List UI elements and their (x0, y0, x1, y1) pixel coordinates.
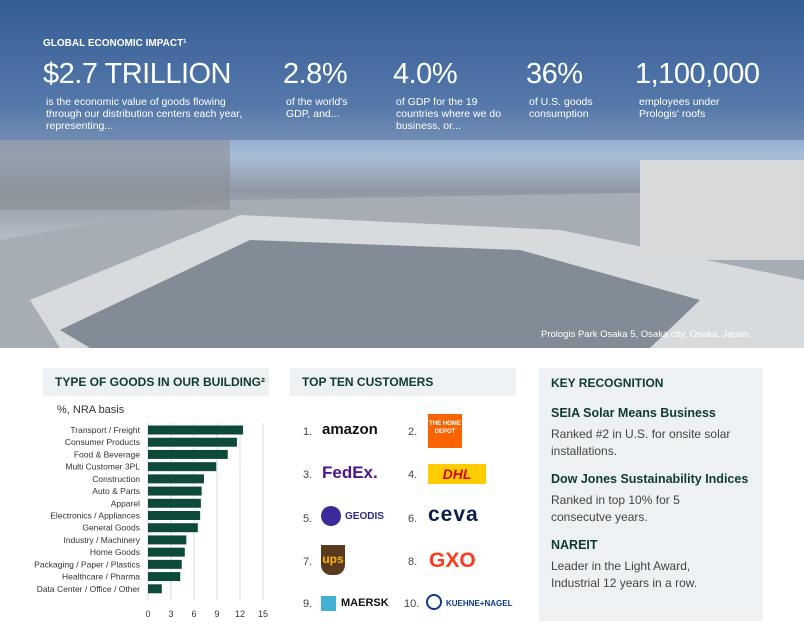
rank: 1. (303, 426, 313, 438)
bar (148, 511, 201, 520)
x-tick-label: 9 (214, 609, 219, 619)
photo-illustration (0, 0, 804, 348)
bar (148, 572, 181, 582)
section-header: KEY RECOGNITION (551, 376, 664, 390)
customer-logo: GXO (429, 549, 476, 572)
rank: 6. (408, 513, 418, 525)
stat-value: 2.8% (283, 58, 348, 90)
recognition-title: NAREIT (551, 538, 598, 552)
y-tick-label: Construction (92, 474, 140, 484)
rank: 5. (303, 513, 313, 525)
customer-logo: MAERSK (341, 597, 389, 609)
photo-caption: Prologis Park Osaka 5, Osaka city, Osaka… (541, 329, 751, 340)
y-tick-label: Apparel (111, 498, 140, 508)
logo-icon (426, 594, 442, 610)
bar (148, 462, 217, 472)
y-tick-label: Home Goods (90, 547, 140, 557)
y-tick-label: Packaging / Paper / Plastics (34, 559, 140, 569)
recognition-title: SEIA Solar Means Business (551, 406, 716, 420)
customer-logo: KUEHNE+NAGEL (446, 599, 513, 608)
logo-icon (321, 506, 341, 526)
bar-chart: 0 3 6 9 12 15 Transport / Freight Consumer Prod… (34, 423, 268, 619)
bar (148, 547, 185, 557)
rank: 4. (408, 469, 418, 481)
stat-text: of U.S. goods consumption (529, 96, 593, 120)
recognition-text: Ranked #2 in U.S. for onsite solar insta… (551, 427, 731, 458)
customer-logo: ups (321, 545, 345, 575)
x-tick-label: 12 (235, 609, 245, 619)
stat-text: is the economic value of goods flowing t… (46, 96, 243, 132)
y-tick-label: Industry / Machinery (63, 535, 140, 545)
x-tick-label: 0 (145, 609, 150, 619)
y-tick-label: Healthcare / Pharma (62, 572, 140, 582)
bar (148, 523, 198, 533)
rank: 9. (303, 598, 313, 610)
logo-icon (321, 596, 336, 611)
stat-value: 1,100,000 (635, 58, 760, 90)
bar (148, 584, 162, 594)
x-tick-label: 6 (191, 609, 196, 619)
stat-value: 36% (526, 58, 583, 90)
customer-logo: DHL (428, 464, 486, 484)
stat-text: employees under Prologis' roofs (639, 96, 720, 120)
recognition-text: Leader in the Light Award, Industrial 12… (551, 559, 698, 590)
bar (148, 498, 201, 508)
bar (148, 474, 204, 484)
y-tick-label: Transport / Freight (70, 425, 140, 435)
bar (148, 425, 244, 435)
y-tick-label: Food & Beverage (74, 449, 140, 459)
hero-heading: GLOBAL ECONOMIC IMPACT¹ (43, 38, 187, 49)
x-tick-label: 3 (168, 609, 173, 619)
y-tick-label: Data Center / Office / Other (37, 584, 140, 594)
y-tick-label: General Goods (82, 523, 140, 533)
stat-value: 4.0% (393, 58, 458, 90)
bar (148, 437, 237, 447)
recognition-text: Ranked in top 10% for 5 consecutve years… (551, 493, 680, 524)
customer-logo: ceva (428, 503, 479, 526)
section-header: TOP TEN CUSTOMERS (290, 368, 516, 396)
rank: 10. (404, 598, 420, 610)
hero-photo: GLOBAL ECONOMIC IMPACT¹ $2.7 TRILLION is… (0, 0, 804, 348)
y-tick-label: Multi Customer 3PL (65, 462, 140, 472)
bar (148, 535, 187, 545)
bar (148, 486, 202, 496)
recognition-title: Dow Jones Sustainability Indices (551, 472, 749, 486)
rank: 8. (408, 556, 418, 568)
rank: 3. (303, 469, 313, 481)
rank: 2. (408, 426, 418, 438)
stat-text: of the world's GDP, and... (286, 96, 348, 120)
bar (148, 559, 182, 569)
customer-logo: FedEx. (322, 463, 378, 482)
y-tick-label: Auto & Parts (92, 486, 140, 496)
y-tick-label: Electronics / Appliances (50, 511, 140, 521)
customer-logo: amazon (322, 421, 378, 438)
chart-subtitle: %, NRA basis (57, 404, 125, 416)
stat-value: $2.7 TRILLION (43, 58, 232, 90)
bar (148, 449, 228, 459)
rank: 7. (303, 556, 313, 568)
y-tick-label: Consumer Products (65, 437, 140, 447)
stat-text: of GDP for the 19 countries where we do … (396, 96, 502, 132)
customer-logo: GEODIS (345, 511, 384, 522)
recognition-panel (539, 368, 763, 621)
x-tick-label: 15 (258, 609, 268, 619)
section-header: TYPE OF GOODS IN OUR BUILDING² (43, 368, 269, 396)
customer-logo: THE HOME DEPOT (428, 414, 462, 448)
